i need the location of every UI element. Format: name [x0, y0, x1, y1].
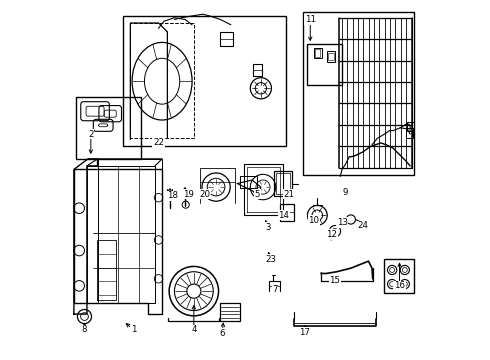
Bar — [280, 204, 294, 221]
Text: 18: 18 — [167, 192, 178, 201]
Bar — [406, 128, 413, 138]
Text: 21: 21 — [284, 190, 294, 199]
Bar — [75, 97, 141, 159]
Bar — [314, 48, 321, 58]
Text: 11: 11 — [305, 15, 316, 24]
Text: 6: 6 — [220, 329, 225, 338]
Text: 10: 10 — [308, 216, 319, 225]
Text: 4: 4 — [191, 325, 196, 334]
Text: 2: 2 — [88, 130, 94, 139]
Text: 5: 5 — [255, 190, 260, 199]
Text: 12: 12 — [326, 230, 337, 239]
Text: 14: 14 — [278, 211, 289, 220]
Text: 23: 23 — [265, 255, 276, 264]
Bar — [276, 173, 290, 194]
Bar — [123, 16, 286, 147]
Bar — [240, 176, 257, 188]
Bar — [220, 32, 233, 46]
Text: 19: 19 — [183, 190, 194, 199]
Text: 3: 3 — [265, 223, 270, 232]
Text: 13: 13 — [337, 218, 347, 227]
Text: 1: 1 — [131, 325, 137, 334]
Bar — [315, 49, 320, 57]
Bar — [327, 51, 335, 62]
Text: 24: 24 — [358, 221, 368, 230]
Bar — [307, 44, 342, 85]
Text: 20: 20 — [199, 190, 210, 199]
Text: 16: 16 — [394, 282, 405, 290]
Text: 17: 17 — [299, 328, 310, 337]
Bar — [303, 12, 415, 175]
Text: 22: 22 — [153, 139, 164, 148]
Bar — [407, 122, 415, 131]
Bar — [274, 171, 292, 196]
Bar — [384, 259, 414, 293]
Text: 8: 8 — [82, 325, 87, 334]
Text: 15: 15 — [329, 276, 341, 285]
Bar — [328, 53, 334, 60]
Text: 9: 9 — [343, 188, 348, 197]
Bar — [220, 303, 240, 321]
Text: 7: 7 — [272, 285, 278, 294]
